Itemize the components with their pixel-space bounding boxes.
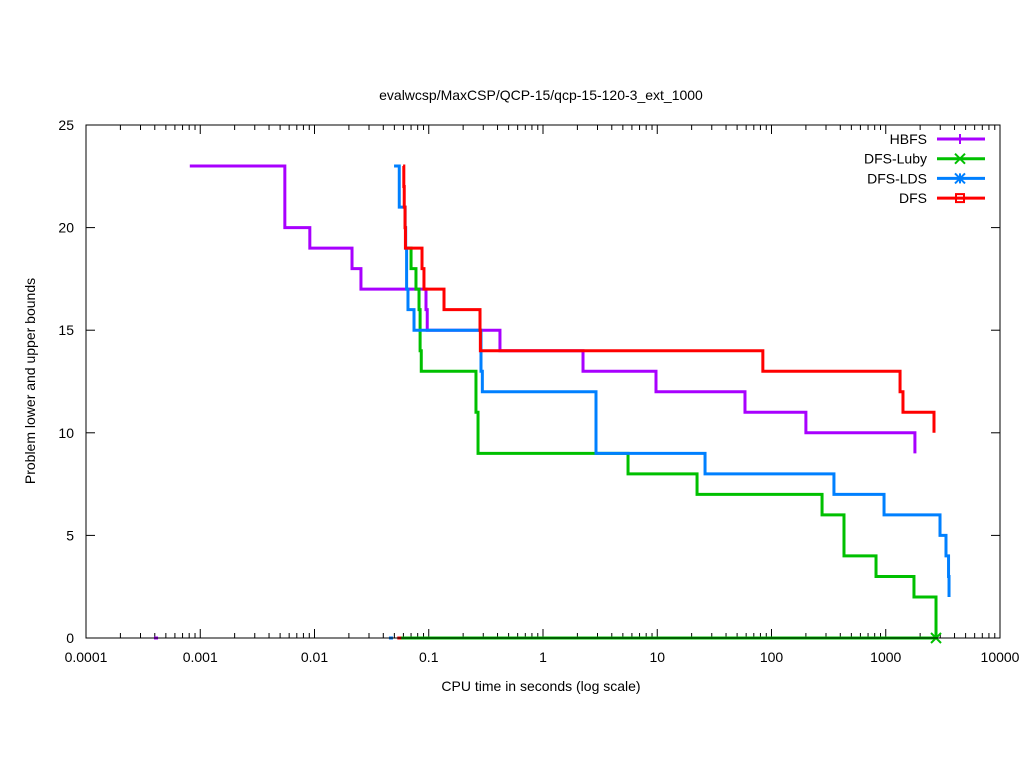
x-axis-label: CPU time in seconds (log scale) [441,678,640,694]
y-axis-label: Problem lower and upper bounds [22,278,38,484]
y-tick-label: 25 [58,117,74,133]
legend-label: DFS [899,190,927,206]
y-tick-label: 15 [58,322,74,338]
axis-ticks: 0.0001 0.001 0.01 0.1 1 10 100 1000 10000 0 5 10 15 2… [58,117,1019,665]
x-tick-label: 1 [539,649,547,665]
x-tick-label: 10000 [981,649,1020,665]
x-tick-label: 0.01 [301,649,328,665]
x-tick-label: 0.1 [419,649,439,665]
series-layer [154,164,951,644]
series-dfs-luby [399,246,942,644]
series-hbfs [154,164,917,640]
upper-bound-line [402,164,936,433]
x-tick-label: 0.001 [183,649,218,665]
x-tick-label: 1000 [870,649,901,665]
legend-marker-plus-icon [955,134,965,144]
y-tick-label: 20 [58,220,74,236]
legend-marker-x-icon [954,152,966,165]
x-tick-label: 10 [649,649,665,665]
legend-label: DFS-Luby [864,151,927,167]
series-dfs [397,164,936,640]
chart-title: evalwcsp/MaxCSP/QCP-15/qcp-15-120-3_ext_… [379,87,703,103]
legend-marker-star-icon [954,172,966,185]
x-tick-label: 0.0001 [65,649,108,665]
y-tick-label: 0 [66,630,74,646]
plot-frame [85,124,1001,639]
y-tick-label: 5 [66,527,74,543]
series-dfs-lds [388,164,951,640]
legend: HBFS DFS-Luby DFS-LDS DFS [864,131,985,206]
y-tick-label: 10 [58,425,74,441]
legend-marker-square-icon [955,193,965,204]
upper-bound-line [405,246,938,638]
upper-bound-line [189,164,917,454]
legend-label: HBFS [890,131,927,147]
x-tick-label: 100 [760,649,784,665]
legend-label: DFS-LDS [867,170,927,186]
